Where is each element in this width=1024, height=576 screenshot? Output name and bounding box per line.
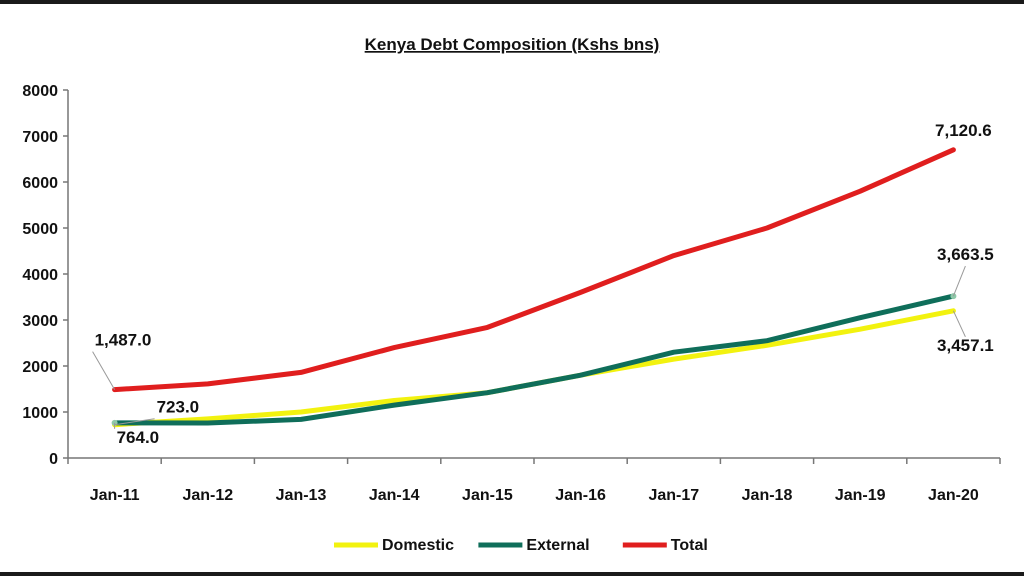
x-tick-label: Jan-15 [462,487,513,504]
data-label: 1,487.0 [95,331,152,350]
y-tick-label: 7000 [22,129,58,146]
x-tick-label: Jan-17 [648,487,699,504]
y-axis-ticks: 0 1000 2000 3000 4000 5000 6000 7000 8000 [22,83,68,468]
y-tick-label: 5000 [22,221,58,238]
x-tick-label: Jan-16 [555,487,606,504]
y-tick-label: 3000 [22,313,58,330]
chart-frame: Kenya Debt Composition (Kshs bns) 0 1000 2… [0,4,1024,572]
x-tick-label: Jan-13 [276,487,327,504]
y-tick-label: 0 [49,451,58,468]
x-tick-label: Jan-11 [90,487,140,504]
data-labels: 1,487.0 723.0 764.0 7,120.6 3,663.5 3,457.1 [92,121,994,447]
label-leader-line [92,351,116,390]
label-leader-line [952,265,966,297]
data-label: 7,120.6 [935,121,992,140]
series-line-external [112,293,956,426]
data-label: 3,457.1 [937,336,994,355]
x-tick-label: Jan-18 [742,487,793,504]
line-chart: Kenya Debt Composition (Kshs bns) 0 1000 2… [22,35,1001,554]
y-tick-label: 1000 [22,405,58,422]
label-leader-line [114,418,155,426]
chart-title: Kenya Debt Composition (Kshs bns) [365,35,660,54]
x-tick-label: Jan-19 [835,487,886,504]
y-tick-label: 8000 [22,83,58,100]
y-tick-label: 6000 [22,175,58,192]
x-axis-ticks: Jan-11 Jan-12 Jan-13 Jan-14 Jan-15 Jan-16 Jan-… [67,458,1001,504]
y-tick-label: 4000 [22,267,58,284]
legend: Domestic External Total [334,537,708,554]
x-tick-label: Jan-14 [369,487,420,504]
series-line-total [112,147,956,393]
x-tick-label: Jan-12 [182,487,233,504]
label-leader-line [952,310,966,338]
y-tick-label: 2000 [22,359,58,376]
data-label: 3,663.5 [937,245,994,264]
series-lines [111,147,957,428]
legend-label: Domestic [382,537,454,554]
legend-label: Total [671,537,708,554]
legend-label: External [526,537,589,554]
axes [67,90,1000,459]
data-label: 723.0 [157,398,200,417]
data-label: 764.0 [117,428,160,447]
x-tick-label: Jan-20 [928,487,979,504]
